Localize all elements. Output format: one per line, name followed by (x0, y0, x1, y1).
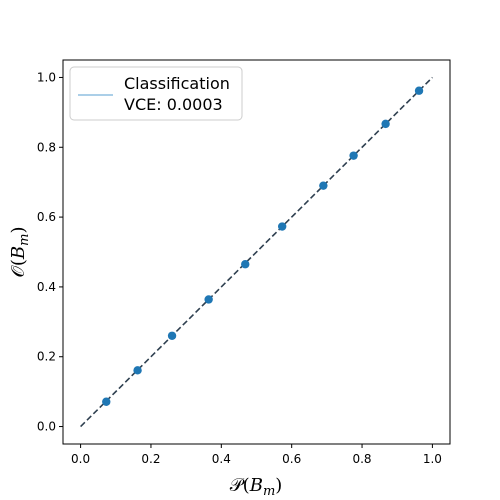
legend: Classification VCE: 0.0003 (69, 66, 243, 121)
x-tick-label-2: 0.4 (212, 452, 231, 466)
y-tick-label-3: 0.6 (37, 210, 56, 224)
y-tick-label-1: 0.2 (37, 350, 56, 364)
x-tick-label-5: 1.0 (423, 452, 442, 466)
y-tick-label-4: 0.8 (37, 140, 56, 154)
y-tick-label-5: 1.0 (37, 70, 56, 84)
legend-entry-vce: VCE: 0.0003 (124, 95, 223, 114)
x-tick-label-0: 0.0 (71, 452, 90, 466)
data-point-7 (349, 151, 358, 160)
data-point-0 (102, 397, 111, 406)
x-axis-label: 𝒫(Bm) (230, 475, 283, 499)
y-tick-label-2: 0.4 (37, 280, 56, 294)
data-point-4 (241, 260, 250, 269)
data-point-9 (414, 86, 424, 95)
y-axis-label: 𝒪(Bm) (8, 227, 32, 278)
x-tick-label-3: 0.6 (282, 452, 301, 466)
plot-marks (80, 76, 433, 428)
plot-frame (62, 59, 451, 445)
data-point-8 (381, 119, 390, 129)
y-tick-label-0: 0.0 (37, 420, 56, 434)
axis-ticks: 0.0 0.2 0.4 0.6 0.8 1.0 0.0 0.2 0.4 0.6 0.8 1.0 (37, 70, 442, 466)
data-point-6 (319, 181, 328, 190)
data-point-5 (277, 222, 287, 231)
data-point-3 (204, 295, 213, 304)
legend-box (69, 66, 243, 121)
x-tick-label-1: 0.2 (141, 452, 160, 466)
x-tick-label-4: 0.8 (352, 452, 371, 466)
data-point-2 (167, 331, 177, 340)
legend-entry-classification: Classification (124, 74, 230, 93)
data-point-1 (133, 366, 142, 375)
